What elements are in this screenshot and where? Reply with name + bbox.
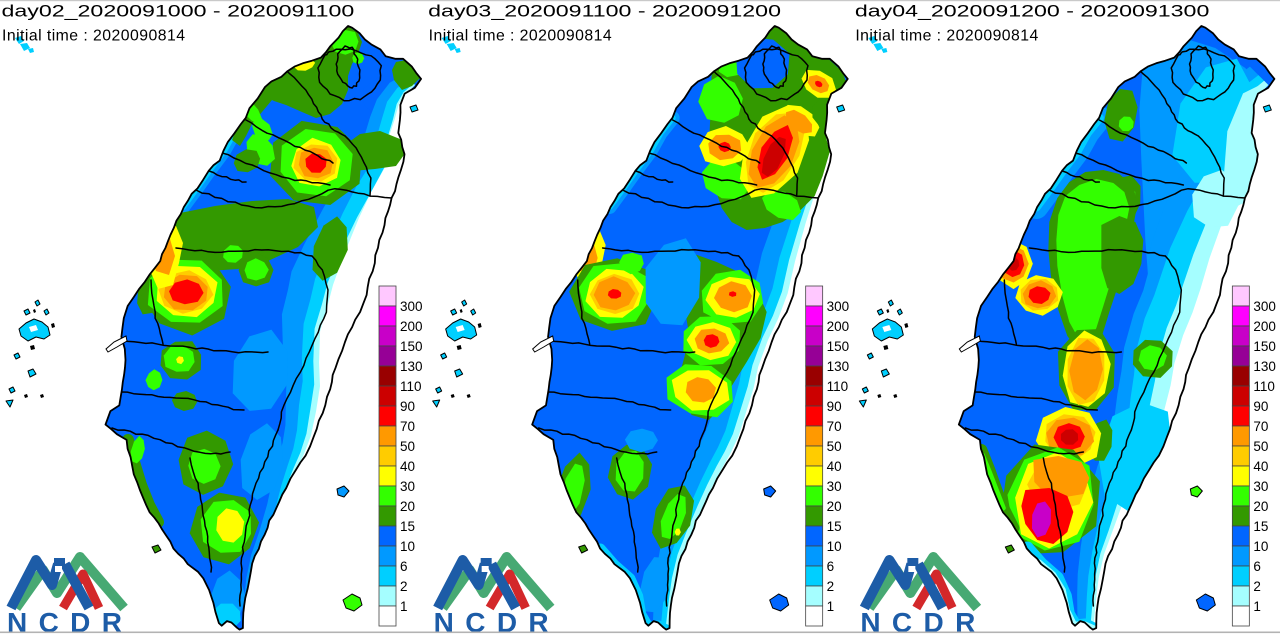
svg-text:15: 15: [1253, 519, 1268, 534]
svg-text:70: 70: [1253, 419, 1268, 434]
svg-text:15: 15: [827, 519, 842, 534]
svg-text:110: 110: [400, 379, 422, 394]
svg-text:day02_2020091000 - 2020091100: day02_2020091000 - 2020091100: [2, 2, 355, 20]
svg-text:50: 50: [400, 439, 415, 454]
svg-text:2: 2: [827, 579, 835, 594]
svg-text:1: 1: [827, 599, 835, 614]
svg-text:70: 70: [827, 419, 842, 434]
svg-text:200: 200: [827, 319, 850, 334]
svg-text:30: 30: [1253, 479, 1268, 494]
svg-text:1: 1: [1253, 599, 1261, 614]
svg-text:50: 50: [1253, 439, 1268, 454]
svg-text:day04_2020091200 - 2020091300: day04_2020091200 - 2020091300: [855, 2, 1210, 20]
svg-text:90: 90: [827, 399, 842, 414]
svg-text:Initial time : 2020090814: Initial time : 2020090814: [429, 28, 612, 45]
svg-text:200: 200: [400, 319, 423, 334]
svg-text:300: 300: [1253, 299, 1276, 314]
svg-text:40: 40: [827, 459, 842, 474]
svg-text:70: 70: [400, 419, 415, 434]
svg-text:day03_2020091100 - 2020091200: day03_2020091100 - 2020091200: [428, 2, 781, 20]
svg-text:30: 30: [827, 479, 842, 494]
svg-text:2: 2: [400, 579, 408, 594]
svg-text:150: 150: [400, 339, 423, 354]
svg-text:90: 90: [1253, 399, 1268, 414]
svg-text:2: 2: [1253, 579, 1261, 594]
svg-text:15: 15: [400, 519, 415, 534]
svg-text:110: 110: [1253, 379, 1275, 394]
svg-text:300: 300: [400, 299, 423, 314]
svg-text:200: 200: [1253, 319, 1276, 334]
svg-text:10: 10: [400, 539, 415, 554]
svg-text:110: 110: [827, 379, 849, 394]
svg-text:20: 20: [400, 499, 415, 514]
svg-text:6: 6: [1253, 559, 1261, 574]
svg-text:130: 130: [400, 359, 423, 374]
svg-text:300: 300: [827, 299, 850, 314]
svg-text:6: 6: [400, 559, 408, 574]
svg-text:20: 20: [1253, 499, 1268, 514]
svg-text:130: 130: [827, 359, 850, 374]
svg-text:130: 130: [1253, 359, 1276, 374]
svg-text:Initial time : 2020090814: Initial time : 2020090814: [855, 28, 1038, 45]
svg-text:30: 30: [400, 479, 415, 494]
svg-text:90: 90: [400, 399, 415, 414]
svg-text:1: 1: [400, 599, 408, 614]
svg-text:50: 50: [827, 439, 842, 454]
svg-text:150: 150: [827, 339, 850, 354]
svg-text:20: 20: [827, 499, 842, 514]
svg-text:10: 10: [827, 539, 842, 554]
svg-text:6: 6: [827, 559, 835, 574]
svg-text:40: 40: [400, 459, 415, 474]
svg-text:Initial time : 2020090814: Initial time : 2020090814: [2, 28, 185, 45]
svg-text:10: 10: [1253, 539, 1268, 554]
svg-text:150: 150: [1253, 339, 1276, 354]
svg-text:40: 40: [1253, 459, 1268, 474]
